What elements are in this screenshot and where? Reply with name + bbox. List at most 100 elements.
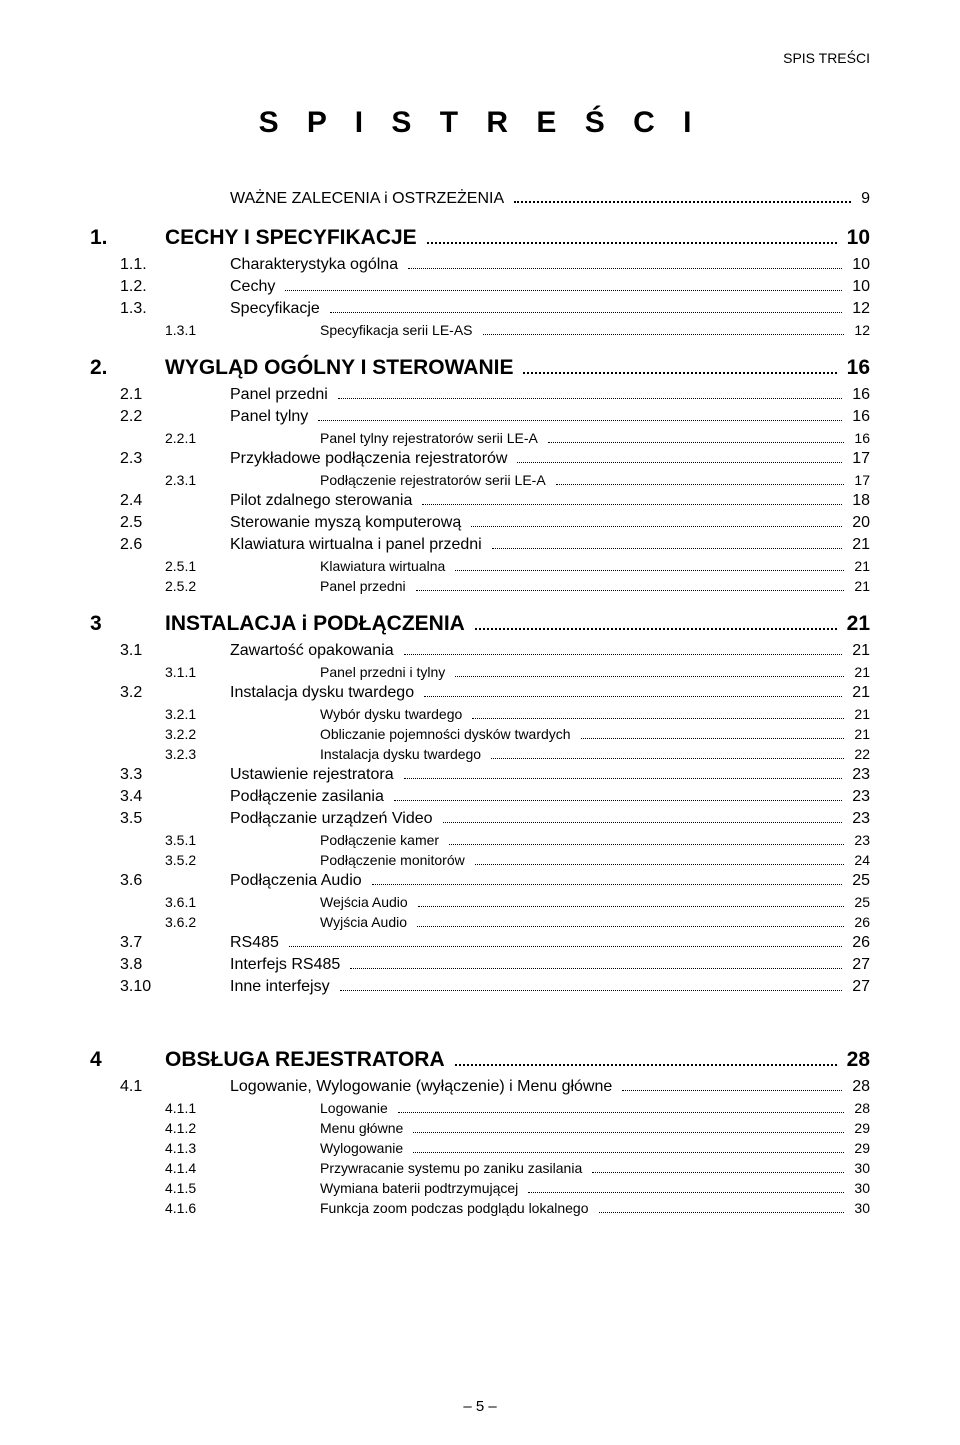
toc-entry-page: 29 <box>848 1120 870 1136</box>
toc-entry-number: 4.1.4 <box>90 1160 320 1176</box>
toc-entry-number: 3.5.2 <box>90 852 320 868</box>
toc-leader-dots <box>413 1144 844 1153</box>
toc-entry: 3.5.1Podłączenie kamer 23 <box>90 832 870 848</box>
toc-entry-number: 4.1.1 <box>90 1100 320 1116</box>
toc-entry-label: Podłączenie kamer <box>320 832 445 848</box>
toc-entry-label: Panel przedni <box>230 386 334 404</box>
toc-entry: 1.CECHY I SPECYFIKACJE10 <box>90 226 870 250</box>
toc-leader-dots <box>289 936 842 947</box>
toc-entry-number: 4.1.5 <box>90 1180 320 1196</box>
toc-entry-page: 10 <box>846 256 870 274</box>
toc-entry-page: 16 <box>848 430 870 446</box>
toc-entry-label: Klawiatura wirtualna <box>320 558 451 574</box>
toc-entry-page: 23 <box>848 832 870 848</box>
toc-entry-label: INSTALACJA i PODŁĄCZENIA <box>165 612 471 636</box>
toc-entry-page: 27 <box>846 978 870 996</box>
toc-entry-page: 27 <box>846 956 870 974</box>
toc-entry-label: Podłączenie zasilania <box>230 788 390 806</box>
toc-entry-page: 16 <box>846 408 870 426</box>
toc-entry: 1.2.Cechy10 <box>90 278 870 296</box>
toc-entry: 4OBSŁUGA REJESTRATORA28 <box>90 1048 870 1072</box>
toc-entry-page: 28 <box>848 1100 870 1116</box>
toc-leader-dots <box>424 686 842 697</box>
toc-entry-number: 3.5.1 <box>90 832 320 848</box>
toc-entry-label: Cechy <box>230 278 281 296</box>
toc-entry-number: 1.2. <box>90 278 230 296</box>
toc-entry-label: Panel tylny <box>230 408 314 426</box>
toc-entry-number: 2.4 <box>90 492 230 510</box>
toc-leader-dots <box>475 614 837 631</box>
toc-entry-label: Przywracanie systemu po zaniku zasilania <box>320 1160 588 1176</box>
toc-entry-page: 23 <box>846 766 870 784</box>
toc-entry: 3.5.2Podłączenie monitorów24 <box>90 852 870 868</box>
toc-entry: 2.1Panel przedni16 <box>90 386 870 404</box>
toc-leader-dots <box>528 1184 844 1193</box>
toc-entry-page: 28 <box>841 1048 870 1072</box>
toc-entry: 3.1Zawartość opakowania21 <box>90 642 870 660</box>
toc-entry-page: 26 <box>846 934 870 952</box>
toc-leader-dots <box>404 768 843 779</box>
toc-entry-number: 3.6.1 <box>90 894 320 910</box>
toc-leader-dots <box>471 516 842 527</box>
toc-leader-dots <box>592 1164 844 1173</box>
toc-leader-dots <box>492 538 843 549</box>
toc-leader-dots <box>340 980 843 991</box>
toc-entry: 2.4Pilot zdalnego sterowania18 <box>90 492 870 510</box>
toc-entry-page: 21 <box>846 642 870 660</box>
toc-entry-number: 2.5 <box>90 514 230 532</box>
toc-entry-label: Klawiatura wirtualna i panel przedni <box>230 536 488 554</box>
toc-entry: 4.1.2Menu główne29 <box>90 1120 870 1136</box>
document-page: SPIS TREŚCI S P I S T R E Ś C I WAŻNE ZA… <box>0 0 960 1445</box>
toc-entry-page: 17 <box>848 472 870 488</box>
toc-entry: 3INSTALACJA i PODŁĄCZENIA21 <box>90 612 870 636</box>
toc-entry: 4.1.5Wymiana baterii podtrzymującej30 <box>90 1180 870 1196</box>
toc-entry-page: 12 <box>848 322 870 338</box>
toc-entry: 4.1.6Funkcja zoom podczas podglądu lokal… <box>90 1200 870 1216</box>
toc-entry: 1.3.1Specyfikacja serii LE-AS12 <box>90 322 870 338</box>
toc-entry-label: Specyfikacje <box>230 300 326 318</box>
toc-entry: 2.3.1Podłączenie rejestratorów serii LE-… <box>90 472 870 488</box>
toc-entry-page: 21 <box>848 664 870 680</box>
toc-entry: 3.7RS48526 <box>90 934 870 952</box>
toc-leader-dots <box>398 1104 845 1113</box>
toc-entry-page: 29 <box>848 1140 870 1156</box>
toc-leader-dots <box>417 918 844 927</box>
toc-entry-label: Wyjścia Audio <box>320 914 413 930</box>
toc-leader-dots <box>318 410 842 421</box>
toc-spacer <box>90 1000 870 1030</box>
toc-entry-number: 3.6.2 <box>90 914 320 930</box>
toc-entry-page: 25 <box>848 894 870 910</box>
toc-entry-number: 2.5.1 <box>90 558 320 574</box>
toc-leader-dots <box>413 1124 844 1133</box>
toc-entry: 3.2.2Obliczanie pojemności dysków twardy… <box>90 726 870 742</box>
page-footer: – 5 – <box>0 1398 960 1415</box>
toc-entry-page: 21 <box>841 612 870 636</box>
toc-entry-number: 3.2 <box>90 684 230 702</box>
toc-entry-label: Logowanie, Wylogowanie (wyłączenie) i Me… <box>230 1078 618 1096</box>
toc-entry-number: 4.1.2 <box>90 1120 320 1136</box>
toc-entry: 2.5.2Panel przedni21 <box>90 578 870 594</box>
toc-entry-number: 3.1.1 <box>90 664 320 680</box>
toc-entry: 2.2.1Panel tylny rejestratorów serii LE-… <box>90 430 870 446</box>
toc-leader-dots <box>556 476 845 485</box>
toc-leader-dots <box>427 228 837 245</box>
toc-leader-dots <box>514 190 851 203</box>
toc-entry-number: 2. <box>90 356 165 380</box>
toc-entry: 4.1.1Logowanie28 <box>90 1100 870 1116</box>
toc-entry: 1.1.Charakterystyka ogólna10 <box>90 256 870 274</box>
toc-leader-dots <box>330 302 842 313</box>
toc-entry-number: 3.10 <box>90 978 230 996</box>
toc-leader-dots <box>599 1204 845 1213</box>
toc-entry: 2.3Przykładowe podłączenia rejestratorów… <box>90 450 870 468</box>
toc-entry-number: 3.2.3 <box>90 746 320 762</box>
toc-entry-page: 30 <box>848 1180 870 1196</box>
toc-entry: 4.1.3Wylogowanie29 <box>90 1140 870 1156</box>
toc-leader-dots <box>285 280 842 291</box>
toc-leader-dots <box>455 1050 837 1067</box>
toc-entry-label: Panel przedni <box>320 578 412 594</box>
toc-entry: 4.1.4Przywracanie systemu po zaniku zasi… <box>90 1160 870 1176</box>
toc-entry-number: 1.3. <box>90 300 230 318</box>
toc-entry-label: Instalacja dysku twardego <box>230 684 420 702</box>
toc-leader-dots <box>475 856 845 865</box>
toc-leader-dots <box>523 358 836 375</box>
